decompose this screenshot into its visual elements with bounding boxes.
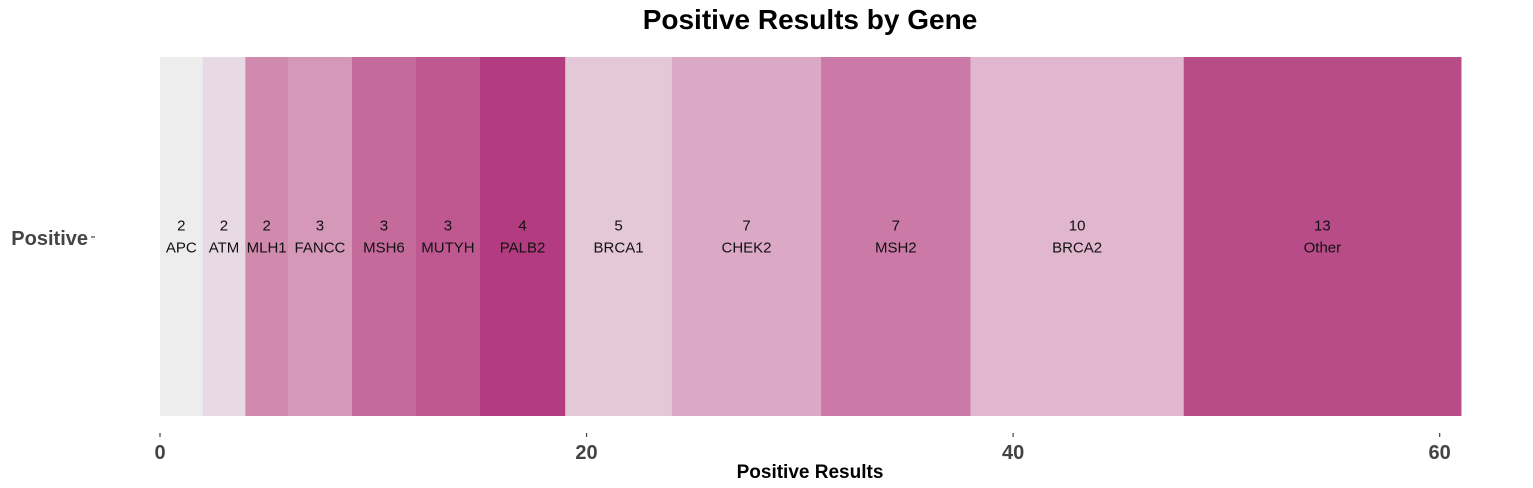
bar-segment-mlh1 <box>245 57 289 416</box>
bar-segment-other <box>1183 57 1462 416</box>
bar-segment-msh6 <box>351 57 417 416</box>
segment-gene-label: Other <box>1304 240 1342 257</box>
bar-segment-brca1 <box>565 57 673 416</box>
segment-value-label: 3 <box>316 218 324 235</box>
bar-segment-atm <box>202 57 246 416</box>
y-category-label: Positive <box>11 228 88 250</box>
bar-segment-brca2 <box>970 57 1185 416</box>
segment-gene-label: MUTYH <box>421 240 474 257</box>
segment-value-label: 7 <box>892 218 900 235</box>
segment-gene-label: ATM <box>209 240 240 257</box>
bar-segment-mutyh <box>415 57 481 416</box>
segment-value-label: 2 <box>220 218 228 235</box>
segment-gene-label: MSH6 <box>363 240 405 257</box>
bar-segment-apc <box>160 57 204 416</box>
x-tick-label: 60 <box>1429 442 1451 464</box>
segment-value-label: 5 <box>614 218 622 235</box>
segment-value-label: 3 <box>380 218 388 235</box>
x-axis: 0 20 40 60 <box>154 433 1451 464</box>
bar-segments <box>160 57 1462 416</box>
bar-segment-palb2 <box>479 57 566 416</box>
x-tick-label: 20 <box>575 442 597 464</box>
bar-segment-fancc <box>287 57 353 416</box>
segment-labels: 2 APC 2 ATM 2 MLH1 3 FANCC 3 MSH6 3 MUTYH 4 PALB2 5 BRC… <box>166 218 1341 257</box>
segment-value-label: 4 <box>518 218 526 235</box>
segment-value-label: 13 <box>1314 218 1331 235</box>
segment-value-label: 3 <box>444 218 452 235</box>
x-tick-label: 40 <box>1002 442 1024 464</box>
segment-gene-label: BRCA1 <box>594 240 644 257</box>
segment-gene-label: FANCC <box>295 240 346 257</box>
segment-value-label: 2 <box>262 218 270 235</box>
segment-value-label: 7 <box>742 218 750 235</box>
segment-value-label: 2 <box>177 218 185 235</box>
x-axis-title: Positive Results <box>737 462 884 483</box>
segment-gene-label: CHEK2 <box>722 240 772 257</box>
segment-gene-label: APC <box>166 240 197 257</box>
segment-gene-label: MLH1 <box>247 240 287 257</box>
segment-gene-label: PALB2 <box>500 240 546 257</box>
bar-segment-chek2 <box>671 57 822 416</box>
chart-title: Positive Results by Gene <box>643 4 978 35</box>
segment-value-label: 10 <box>1069 218 1086 235</box>
x-tick-label: 0 <box>154 442 165 464</box>
segment-gene-label: BRCA2 <box>1052 240 1102 257</box>
segment-gene-label: MSH2 <box>875 240 917 257</box>
bar-segment-msh2 <box>821 57 971 416</box>
